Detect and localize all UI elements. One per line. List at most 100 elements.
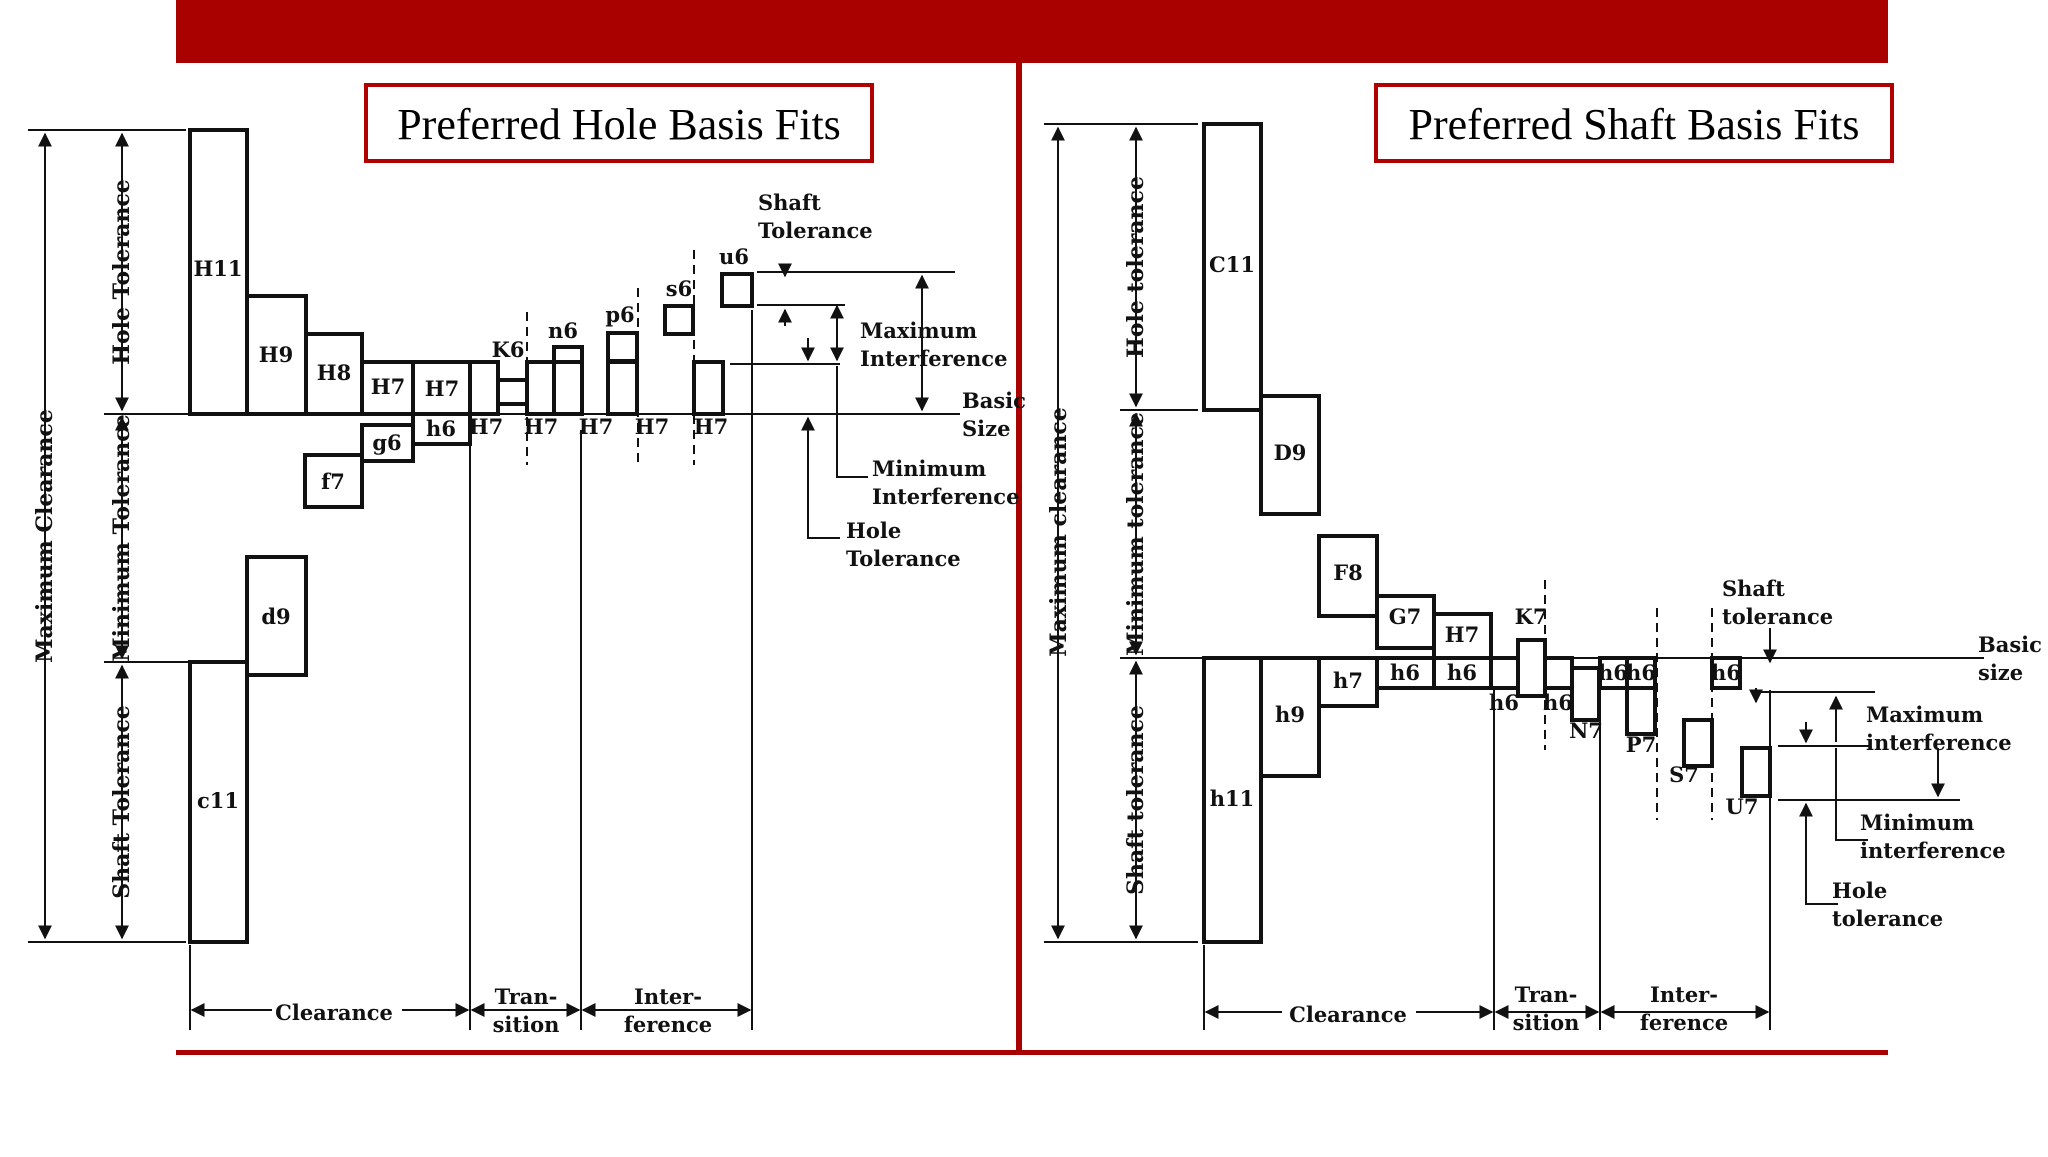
- label-H7: H7: [1445, 622, 1479, 647]
- label-h9: h9: [1275, 702, 1305, 727]
- box-S7: [1682, 718, 1714, 768]
- label-H7-2: H7: [524, 414, 558, 439]
- box-h7: [1317, 656, 1379, 708]
- shaft-basis-panel: Preferred Shaft Basis Fits: [1044, 83, 2042, 1035]
- axis-hole-tolerance: Hole Tolerance: [109, 179, 135, 365]
- axis-hole-tolerance-right: Hole tolerance: [1123, 176, 1149, 358]
- label-h6-1: h6: [1489, 690, 1519, 715]
- label-h6a: h6: [1390, 660, 1420, 685]
- note-min-interference-1: Minimum: [872, 456, 986, 481]
- label-C11: C11: [1209, 252, 1255, 277]
- note-max-interference-1: Maximum: [860, 318, 977, 343]
- label-H7-1: H7: [469, 414, 503, 439]
- box-H7-4: [606, 360, 639, 416]
- label-h7: h7: [1333, 668, 1363, 693]
- label-h6-4: h6: [1626, 660, 1656, 685]
- box-h9: [1259, 656, 1321, 778]
- label-G7: G7: [1389, 604, 1422, 629]
- label-H7-3: H7: [579, 414, 613, 439]
- label-H7a: H7: [371, 374, 405, 399]
- box-H7-2: [525, 360, 556, 416]
- label-f7: f7: [321, 469, 345, 494]
- box-H11: [188, 128, 249, 416]
- box-H7-3: [552, 360, 584, 416]
- box-N7: [1570, 666, 1601, 722]
- box-p6: [606, 331, 639, 363]
- note-shaft-tolerance-right-1: Shaft: [1722, 576, 1785, 601]
- bottom-clearance-right: Clearance: [1289, 1002, 1407, 1027]
- note-min-interference-right-1: Minimum: [1860, 810, 1974, 835]
- label-h6b: h6: [1447, 660, 1477, 685]
- clearance-label-bg: [272, 994, 402, 1026]
- label-S7: S7: [1669, 762, 1699, 787]
- box-C11: [1202, 122, 1263, 412]
- box-H7a: [360, 360, 415, 416]
- label-D9: D9: [1274, 440, 1307, 465]
- label-d9: d9: [261, 604, 290, 629]
- box-s6: [663, 304, 695, 336]
- note-basic-size-2: Size: [962, 416, 1010, 441]
- center-divider: [1016, 63, 1022, 1053]
- bottom-rule: [176, 1050, 1888, 1055]
- note-shaft-tolerance-right-2: tolerance: [1722, 604, 1833, 629]
- box-h11: [1202, 656, 1263, 944]
- note-hole-tolerance-2: Tolerance: [846, 546, 961, 571]
- box-h6-2: [1543, 656, 1574, 690]
- box-h6-5: [1710, 656, 1742, 690]
- label-u6: u6: [719, 244, 749, 269]
- box-h6-4: [1625, 656, 1657, 690]
- box-F8: [1317, 534, 1379, 618]
- note-shaft-tolerance-2: Tolerance: [758, 218, 873, 243]
- box-H7-5: [692, 360, 725, 416]
- label-K7: K7: [1515, 604, 1548, 629]
- label-K6: K6: [492, 337, 525, 362]
- label-c11: c11: [197, 788, 239, 813]
- hole-basis-title: Preferred Hole Basis Fits: [397, 100, 841, 149]
- box-h6-1: [1489, 656, 1520, 690]
- hole-basis-title-box: [364, 83, 874, 163]
- label-H7-5: H7: [694, 414, 728, 439]
- bottom-interference-2: ference: [624, 1012, 712, 1037]
- box-P7: [1625, 684, 1657, 736]
- note-max-interference-right-2: interference: [1866, 730, 2012, 755]
- axis-max-clearance-right: Maximum clearance: [1046, 407, 1072, 657]
- hole-basis-panel: Preferred Hole Basis Fits: [28, 83, 1026, 1037]
- shaft-basis-title-box: [1374, 83, 1894, 163]
- label-N7: N7: [1569, 718, 1603, 743]
- note-max-interference-right-1: Maximum: [1866, 702, 1983, 727]
- bottom-transition-right-1: Tran-: [1515, 982, 1578, 1007]
- label-h6: h6: [426, 416, 456, 441]
- note-basic-size-1: Basic: [962, 388, 1026, 413]
- label-P7: P7: [1626, 732, 1656, 757]
- label-h6-2: h6: [1543, 690, 1573, 715]
- label-H8: H8: [317, 360, 351, 385]
- box-h6-3: [1598, 656, 1629, 690]
- note-basic-size-right-2: size: [1978, 660, 2023, 685]
- note-hole-tolerance-right-1: Hole: [1832, 878, 1887, 903]
- axis-max-clearance: Maximum Clearance: [32, 409, 58, 663]
- box-g6: [360, 423, 415, 463]
- note-min-interference-2: Interference: [872, 484, 1019, 509]
- box-K7: [1516, 638, 1547, 698]
- label-H9: H9: [259, 342, 293, 367]
- clearance-label-bg-right: [1282, 996, 1416, 1028]
- box-u6: [720, 272, 754, 308]
- bottom-clearance: Clearance: [275, 1000, 393, 1025]
- box-h6: [411, 412, 472, 446]
- box-c11: [188, 660, 249, 944]
- label-H7-4: H7: [635, 414, 669, 439]
- label-n6: n6: [548, 318, 578, 343]
- shaft-basis-title: Preferred Shaft Basis Fits: [1409, 100, 1860, 149]
- note-max-interference-2: Interference: [860, 346, 1007, 371]
- note-shaft-tolerance-1: Shaft: [758, 190, 821, 215]
- bottom-interference-right-1: Inter-: [1650, 982, 1718, 1007]
- box-f7: [303, 453, 364, 509]
- box-H8: [304, 332, 364, 416]
- label-F8: F8: [1333, 560, 1363, 585]
- note-hole-tolerance-1: Hole: [846, 518, 901, 543]
- box-K6: [496, 378, 529, 406]
- label-g6: g6: [372, 430, 401, 455]
- label-H11: H11: [193, 256, 242, 281]
